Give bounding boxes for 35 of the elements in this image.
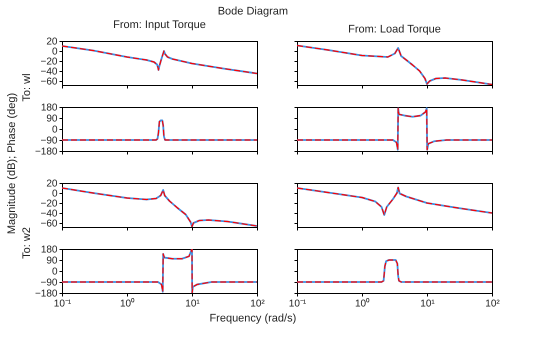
- y-tick-label: 0: [52, 188, 58, 200]
- y-tick-label: 90: [46, 256, 58, 266]
- x-axis-title: Frequency (rad/s): [209, 312, 296, 324]
- y-axis-title: To: w2: [20, 227, 33, 259]
- y-axis-title: To: wl: [20, 73, 33, 102]
- y-tick-label: 0: [52, 124, 58, 136]
- y-tick-label: −60: [40, 218, 58, 230]
- x-tick-label: 10²: [250, 298, 266, 310]
- text: Magnitude (dB); Phase (deg): [6, 92, 18, 234]
- y-tick-label: 20: [46, 178, 58, 190]
- x-tick-label: 10⁻¹: [288, 298, 307, 310]
- y-tick-label: −20: [40, 198, 58, 210]
- y-tick-label: −180: [34, 288, 58, 300]
- y-tick-label: −180: [34, 146, 58, 158]
- y-tick-label: −90: [40, 136, 58, 146]
- y-tick-label: 0: [52, 266, 58, 278]
- y-tick-label: 0: [52, 46, 58, 58]
- text: Bode Diagram: [218, 6, 288, 18]
- y-tick-label: −20: [40, 56, 58, 68]
- x-tick-label: 10¹: [420, 298, 436, 310]
- x-tick-label: 10⁰: [354, 298, 370, 310]
- chart-title: From: Input Torque: [113, 19, 206, 31]
- y-tick-label: 180: [40, 244, 58, 256]
- x-tick-label: 10⁻¹: [54, 298, 72, 310]
- x-tick-label: 10⁰: [120, 298, 136, 310]
- y-tick-label: 180: [40, 102, 58, 114]
- x-tick-label: 10²: [485, 298, 500, 310]
- x-tick-label: 10¹: [185, 298, 200, 310]
- y-tick-label: 20: [46, 36, 58, 48]
- y-tick-label: −40: [40, 66, 58, 78]
- y-tick-label: −40: [40, 208, 58, 220]
- y-tick-label: 90: [46, 114, 58, 124]
- y-tick-label: −90: [40, 278, 58, 288]
- y-tick-label: −60: [40, 76, 58, 88]
- chart-title: From: Load Torque: [348, 24, 441, 36]
